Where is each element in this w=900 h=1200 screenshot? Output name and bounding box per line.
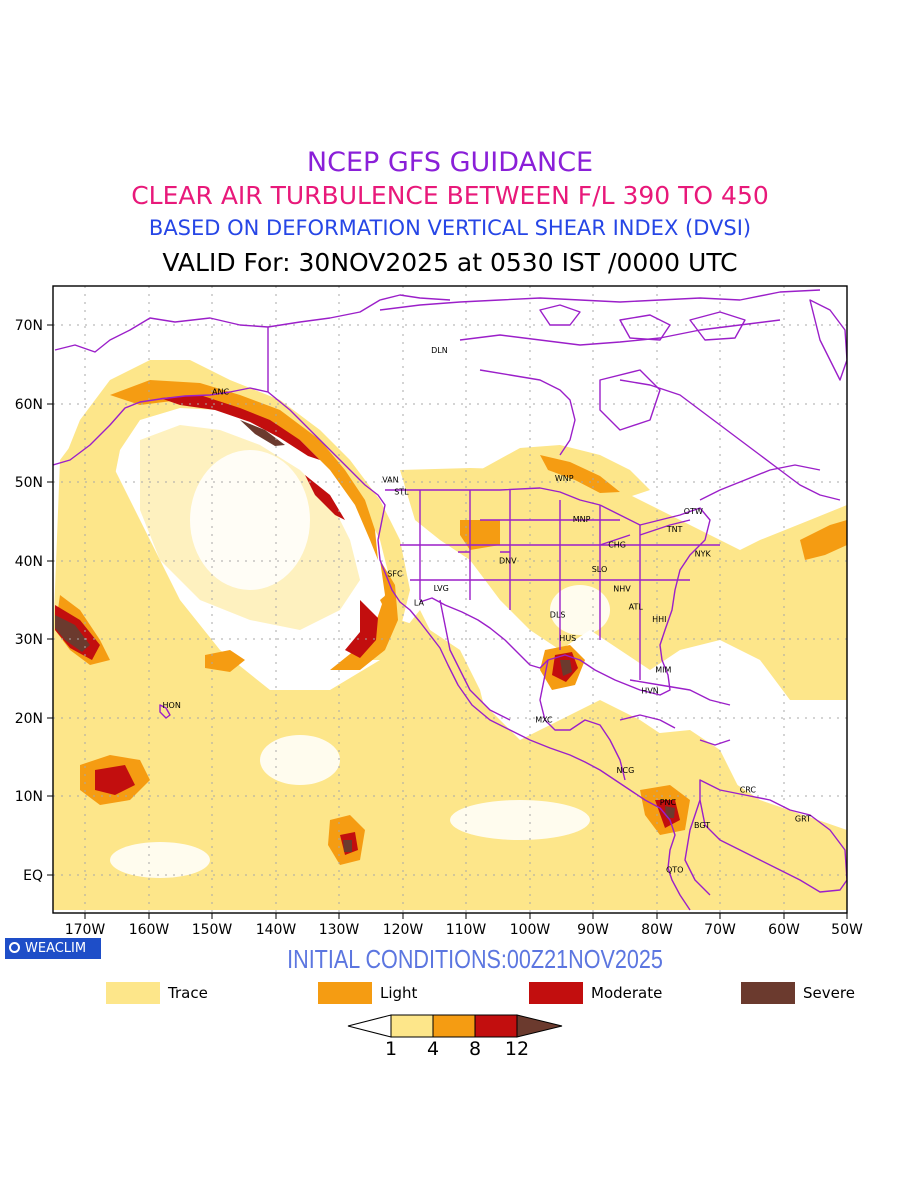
station-label-dnv: DNV	[499, 556, 517, 565]
lon-label: 140W	[256, 922, 297, 938]
station-label-stl: STL	[394, 487, 409, 496]
logo-text: WEACLIM	[25, 941, 87, 956]
colorbar-segment-moderate	[474, 1014, 518, 1038]
map-frame	[52, 285, 848, 914]
lon-label: 90W	[577, 922, 609, 938]
station-label-wnp: WNP	[555, 474, 574, 483]
station-label-anc: ANC	[212, 388, 229, 397]
station-label-slo: SLO	[592, 565, 608, 574]
map-container: DLN ANC VAN STL WNP MNP OTW TNT CHG NYK SFC DNV SLO L…	[15, 285, 863, 938]
station-label-otw: OTW	[684, 507, 703, 516]
lat-label: 70N	[15, 318, 43, 334]
station-label-qto: QTO	[666, 866, 683, 875]
colorbar-high-end	[516, 1014, 563, 1038]
station-label-mim: MIM	[655, 666, 671, 675]
longitude-labels: 170W 160W 150W 140W 130W 120W 110W 100W …	[65, 922, 863, 938]
lon-label: 130W	[319, 922, 360, 938]
station-label-chg: CHG	[608, 541, 626, 550]
station-label-hvn: HVN	[641, 687, 658, 696]
station-label-hus: HUS	[559, 634, 576, 643]
lon-label: 150W	[192, 922, 233, 938]
station-label-sfc: SFC	[387, 570, 403, 579]
lon-label: 170W	[65, 922, 106, 938]
graticule	[53, 286, 847, 913]
station-label-bgt: BGT	[694, 821, 710, 830]
colorbar-tick: 8	[468, 1038, 482, 1060]
lat-label: 60N	[15, 397, 43, 413]
station-label-dls: DLS	[550, 611, 566, 620]
legend-label: Moderate	[591, 984, 663, 1002]
station-label-ncg: NCG	[617, 766, 635, 775]
lon-label: 120W	[383, 922, 424, 938]
title-line-1: NCEP GFS GUIDANCE	[306, 147, 594, 178]
lat-label: EQ	[23, 868, 43, 884]
lon-label: 80W	[641, 922, 673, 938]
lat-label: 10N	[15, 789, 43, 805]
lon-label: 60W	[768, 922, 800, 938]
station-label-atl: ATL	[629, 603, 644, 612]
axis-ticks	[47, 324, 848, 919]
station-label-nyk: NYK	[695, 549, 712, 558]
legend-swatch	[741, 982, 795, 1004]
lon-label: 70W	[704, 922, 736, 938]
legend-label: Severe	[803, 984, 855, 1002]
colorbar-segment-light	[432, 1014, 476, 1038]
initial-conditions-label: INITIAL CONDITIONS:00Z21NOV2025	[287, 944, 663, 974]
trace-gaps	[110, 450, 740, 878]
station-label-la: LA	[414, 599, 425, 608]
valid-time-line: VALID For: 30NOV2025 at 0530 IST /0000 U…	[162, 248, 738, 277]
lat-label: 30N	[15, 632, 43, 648]
station-label-dln: DLN	[431, 346, 448, 355]
lon-label: 110W	[446, 922, 487, 938]
latitude-labels: 70N 60N 50N 40N 30N 20N 10N EQ	[15, 318, 43, 884]
colorbar-tick: 1	[384, 1038, 398, 1060]
colorbar-tick: 12	[504, 1038, 530, 1060]
station-label-pnc: PNC	[660, 798, 677, 807]
lat-label: 40N	[15, 554, 43, 570]
boundaries	[53, 289, 847, 911]
lon-label: 100W	[510, 922, 551, 938]
legend-label: Light	[380, 984, 418, 1002]
colorbar	[347, 1014, 563, 1038]
legend-swatch	[106, 982, 160, 1004]
station-label-hhi: HHI	[652, 615, 666, 624]
lon-label: 160W	[129, 922, 170, 938]
lat-label: 20N	[15, 711, 43, 727]
station-label-grt: GRT	[795, 815, 811, 824]
legend-swatch	[529, 982, 583, 1004]
colorbar-low-end	[347, 1014, 392, 1038]
legend-swatch	[318, 982, 372, 1004]
title-line-2: CLEAR AIR TURBULENCE BETWEEN F/L 390 TO …	[131, 181, 769, 210]
lat-label: 50N	[15, 475, 43, 491]
weaclim-logo: WEACLIM	[5, 938, 101, 959]
logo-ring-icon	[9, 942, 20, 953]
station-label-tnt: TNT	[666, 525, 683, 534]
colorbar-tick: 4	[426, 1038, 440, 1060]
moderate-turbulence-layer	[55, 395, 680, 855]
station-label-lvg: LVG	[434, 584, 449, 593]
lon-label: 50W	[831, 922, 863, 938]
station-label-hon: HON	[163, 701, 181, 710]
station-label-van: VAN	[382, 476, 398, 485]
severe-turbulence-layer	[55, 420, 675, 852]
legend-label: Trace	[168, 984, 208, 1002]
station-label-crc: CRC	[740, 786, 757, 795]
colorbar-segment-trace	[390, 1014, 434, 1038]
station-label-mxc: MXC	[535, 716, 553, 725]
station-label-nhv: NHV	[613, 585, 631, 594]
title-line-3: BASED ON DEFORMATION VERTICAL SHEAR INDE…	[148, 216, 752, 240]
station-label-mnp: MNP	[573, 515, 591, 524]
